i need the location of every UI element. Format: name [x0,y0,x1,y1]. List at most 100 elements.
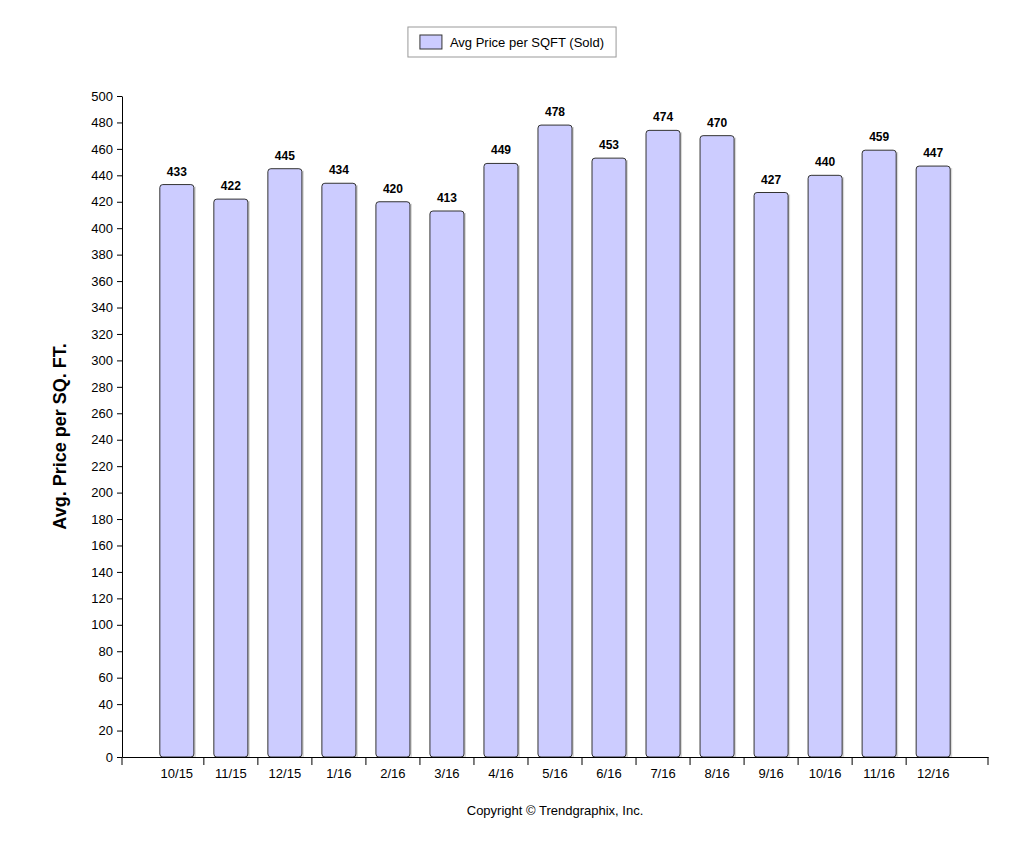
x-tick-label: 1/16 [326,766,351,781]
x-tick: 6/16 [596,757,621,781]
y-tick: 260 [91,406,122,421]
bar [376,202,410,757]
y-tick-mark [117,598,122,599]
bar [592,158,626,757]
x-tick: 2/16 [380,757,405,781]
y-tick: 40 [99,697,122,712]
bar [700,136,734,757]
y-tick-label: 480 [91,115,113,130]
x-tick-label: 10/15 [161,766,194,781]
y-tick-mark [117,757,122,758]
y-tick-mark [117,122,122,123]
y-tick-label: 360 [91,274,113,289]
x-tick: 12/15 [269,757,302,781]
bar [916,166,950,757]
y-tick-label: 140 [91,565,113,580]
x-tick-label: 7/16 [650,766,675,781]
y-tick-label: 120 [91,591,113,606]
x-separator [636,757,637,765]
x-tick: 12/16 [917,757,950,781]
x-tick: 9/16 [758,757,783,781]
x-tick: 10/16 [809,757,842,781]
x-tick: 10/15 [161,757,194,781]
bar [160,185,194,757]
y-tick-label: 320 [91,327,113,342]
y-tick-label: 260 [91,406,113,421]
y-tick-label: 60 [99,670,113,685]
x-separator [257,757,258,765]
y-tick: 200 [91,485,122,500]
data-label: 440 [815,155,835,169]
y-tick-mark [117,96,122,97]
x-separator [744,757,745,765]
x-separator [906,757,907,765]
y-tick: 280 [91,380,122,395]
x-tick-label: 12/15 [269,766,302,781]
y-tick-label: 40 [99,697,113,712]
y-tick-mark [117,360,122,361]
x-tick: 5/16 [542,757,567,781]
x-tick: 8/16 [704,757,729,781]
data-label: 459 [869,130,889,144]
y-tick-label: 300 [91,353,113,368]
x-axis-line [123,757,989,758]
y-tick-label: 340 [91,300,113,315]
y-tick-mark [117,175,122,176]
y-axis: 0204060801001201401601802002202402602803… [91,89,122,765]
y-tick: 460 [91,142,122,157]
y-tick-mark [117,572,122,573]
data-label: 427 [761,173,781,187]
x-separator [527,757,528,765]
y-tick-mark [117,255,122,256]
y-tick-mark [117,308,122,309]
y-tick-label: 500 [91,89,113,104]
y-tick: 160 [91,538,122,553]
x-tick-label: 5/16 [542,766,567,781]
y-tick: 320 [91,327,122,342]
bar [268,169,302,757]
y-tick-label: 220 [91,459,113,474]
y-tick-label: 100 [91,617,113,632]
y-tick: 440 [91,168,122,183]
annotation: Copyright © Trendgraphix, Inc. [467,803,644,818]
y-tick-mark [117,228,122,229]
y-tick-label: 280 [91,380,113,395]
x-separators [122,757,988,765]
y-tick: 300 [91,353,122,368]
x-tick: 4/16 [488,757,513,781]
y-tick-mark [117,519,122,520]
y-tick-mark [117,334,122,335]
y-tick-label: 180 [91,512,113,527]
y-tick: 340 [91,300,122,315]
y-tick: 240 [91,432,122,447]
data-label: 478 [545,105,565,119]
x-separator [988,757,989,765]
bar [214,199,248,757]
y-tick-label: 380 [91,247,113,262]
data-label: 470 [707,116,727,130]
x-separator [311,757,312,765]
x-tick-label: 11/15 [215,766,247,781]
bar [538,125,572,757]
y-tick-label: 420 [91,194,113,209]
y-tick-label: 80 [99,644,113,659]
y-tick-mark [117,625,122,626]
y-tick-label: 440 [91,168,113,183]
x-tick-label: 6/16 [596,766,621,781]
x-separator [122,757,123,765]
x-separator [582,757,583,765]
x-tick-label: 9/16 [758,766,783,781]
data-labels: 4334224454344204134494784534744704274404… [167,105,944,205]
bar [754,193,788,757]
data-label: 433 [167,165,187,179]
y-tick: 500 [91,89,122,104]
x-separator [419,757,420,765]
x-separator [203,757,204,765]
y-tick: 20 [99,723,122,738]
y-tick: 180 [91,512,122,527]
y-tick: 480 [91,115,122,130]
bar [808,175,842,757]
legend: Avg Price per SQFT (Sold) [408,27,616,57]
y-tick-label: 400 [91,221,113,236]
x-separator [852,757,853,765]
